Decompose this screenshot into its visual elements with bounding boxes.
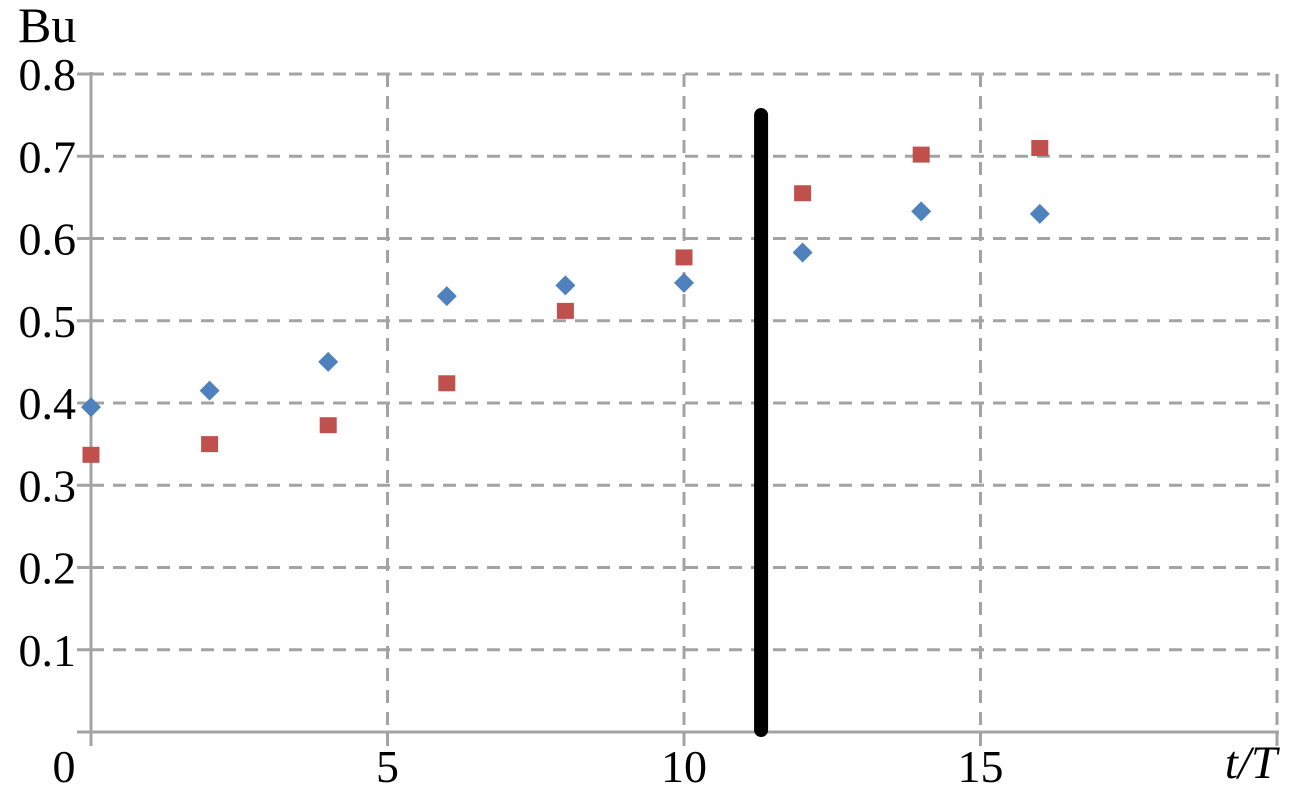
y-axis-title: Bu xyxy=(18,0,77,53)
y-tick-label: 0.3 xyxy=(19,460,77,511)
y-tick-label: 0.5 xyxy=(19,296,77,347)
x-tick-label: 15 xyxy=(958,741,1004,792)
origin-tick-label: 0 xyxy=(53,741,76,792)
red-square-series-point xyxy=(82,446,100,463)
red-square-series-point xyxy=(912,146,930,163)
red-square-series-point xyxy=(675,249,693,266)
blue-diamond-series-point xyxy=(199,380,220,401)
red-square-series-point xyxy=(794,185,812,202)
y-tick-label: 0.6 xyxy=(19,214,77,265)
blue-diamond-series-point xyxy=(1029,203,1050,224)
blue-diamond-series-point xyxy=(318,351,339,372)
blue-diamond-series-point xyxy=(81,397,101,418)
y-tick-label: 0.2 xyxy=(19,543,77,594)
blue-diamond-series-point xyxy=(555,275,576,296)
blue-diamond-series-point xyxy=(436,286,457,307)
blue-diamond-series-point xyxy=(911,201,932,222)
x-axis-title: t/T xyxy=(1224,737,1278,789)
red-square-series-point xyxy=(438,375,456,392)
red-square-series-point xyxy=(201,436,219,453)
red-square-series-point xyxy=(319,417,337,434)
y-tick-label: 0.4 xyxy=(19,378,77,429)
x-tick-label: 10 xyxy=(661,741,707,792)
red-square-series-point xyxy=(1031,140,1049,157)
blue-diamond-series-point xyxy=(674,272,694,293)
blue-diamond-series-point xyxy=(792,242,813,263)
y-tick-label: 0.8 xyxy=(19,49,77,100)
red-square-series-point xyxy=(556,302,574,319)
y-tick-label: 0.7 xyxy=(19,131,77,182)
y-tick-label: 0.1 xyxy=(19,625,77,676)
x-tick-label: 5 xyxy=(376,741,399,792)
